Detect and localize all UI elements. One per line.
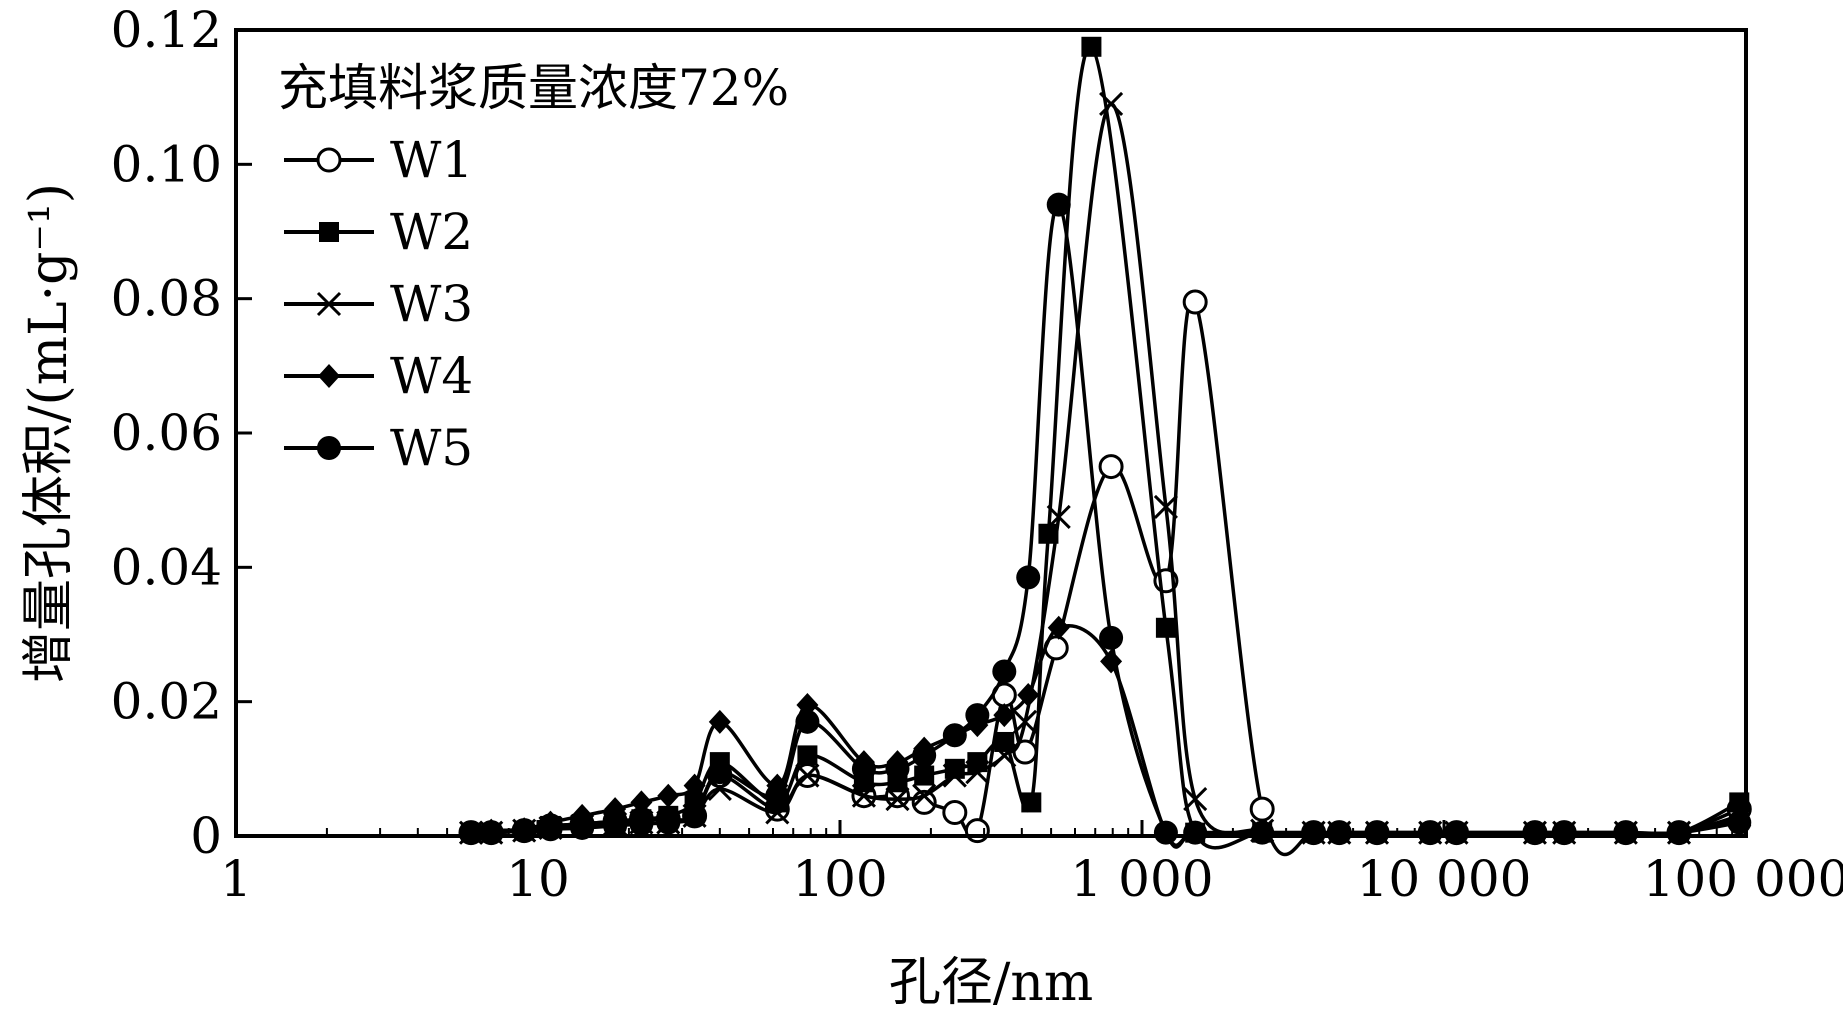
data-point	[603, 813, 628, 838]
data-point	[912, 743, 937, 768]
x-tick-label: 10 000	[1357, 850, 1532, 908]
legend-label-w1: W1	[390, 131, 473, 189]
series-line-w2	[470, 44, 1741, 850]
x-tick-label: 1 000	[1070, 850, 1213, 908]
y-axis-label: 增量孔体积/(mL·g⁻¹)	[19, 183, 79, 683]
data-point	[797, 745, 818, 766]
legend-marker-w3	[316, 291, 342, 317]
legend-label-w4: W4	[390, 347, 473, 405]
legend-label-w2: W2	[390, 203, 473, 261]
data-point	[1099, 625, 1124, 650]
data-point	[965, 760, 990, 785]
data-point	[682, 803, 707, 828]
data-point	[629, 811, 654, 836]
legend-marker-w4	[318, 364, 340, 388]
legend-title: 充填料浆质量浓度72%	[278, 59, 789, 117]
data-point	[765, 783, 790, 808]
data-point	[1552, 820, 1577, 845]
data-point	[1153, 494, 1178, 519]
data-point	[1182, 289, 1208, 315]
data-point	[1444, 820, 1469, 845]
data-point	[1099, 91, 1124, 116]
series-w2	[461, 36, 1750, 850]
data-point	[1016, 565, 1041, 590]
data-point	[992, 659, 1017, 684]
y-tick-label: 0	[190, 807, 222, 865]
ticks-layer: 0 0.02 0.04 0.06 0.08 0.10 0.12 1 10 100 1 000 10 0…	[111, 1, 1843, 908]
series-w4	[460, 615, 1751, 848]
data-point	[657, 783, 680, 808]
x-tick-label: 100	[792, 850, 887, 908]
data-point	[630, 790, 653, 815]
data-point	[942, 799, 968, 825]
data-point	[707, 760, 732, 785]
data-point	[656, 810, 681, 835]
y-tick-label: 0.12	[111, 1, 222, 59]
legend-marker-w1	[316, 147, 342, 173]
series-line-w1	[470, 296, 1740, 857]
x-tick-label: 100 000	[1643, 850, 1843, 908]
data-point	[795, 709, 820, 734]
legend-label-w3: W3	[390, 275, 473, 333]
data-point	[1047, 615, 1070, 640]
legend: 充填料浆质量浓度72% W1 W2 W3 W4 W5	[278, 59, 789, 477]
y-tick-label: 0.04	[111, 538, 222, 596]
data-point	[1081, 36, 1102, 57]
data-point	[994, 731, 1015, 752]
data-point	[992, 743, 1017, 768]
y-tick-label: 0.02	[111, 673, 222, 731]
y-tick-label: 0.08	[111, 270, 222, 328]
data-point	[604, 797, 627, 822]
data-point	[1183, 820, 1208, 845]
data-point	[885, 786, 910, 812]
data-point	[851, 783, 876, 808]
x-axis-label: 孔径/nm	[889, 953, 1093, 1013]
x-tick-label: 10	[506, 850, 570, 908]
series-w1	[458, 289, 1752, 857]
series-layer	[458, 36, 1752, 857]
data-point	[1155, 617, 1176, 638]
data-point	[885, 756, 910, 781]
data-point	[965, 703, 990, 728]
data-point	[708, 709, 731, 734]
data-point	[1021, 792, 1042, 813]
data-point	[1100, 649, 1123, 674]
data-point	[1046, 504, 1071, 530]
data-point	[795, 763, 820, 788]
data-point	[570, 815, 595, 840]
data-point	[942, 763, 967, 788]
y-tick-label: 0.10	[111, 135, 222, 193]
legend-marker-w5	[317, 436, 341, 460]
data-point	[796, 693, 819, 718]
data-point	[683, 773, 706, 798]
series-w5	[459, 192, 1752, 849]
y-tick-label: 0.06	[111, 404, 222, 462]
data-point	[1249, 796, 1275, 822]
data-point	[1183, 786, 1208, 812]
data-point	[1250, 820, 1275, 845]
series-line-w5	[470, 202, 1740, 849]
data-point	[1098, 454, 1124, 480]
data-point	[1017, 682, 1040, 707]
data-point	[914, 765, 935, 786]
data-point	[1038, 523, 1059, 544]
data-point	[1301, 820, 1326, 845]
data-point	[1153, 820, 1178, 845]
data-point	[942, 723, 967, 748]
data-point	[1327, 820, 1352, 845]
x-tick-label: 1	[220, 850, 252, 908]
data-point	[993, 703, 1016, 728]
data-point	[912, 783, 937, 808]
data-point	[851, 756, 876, 781]
data-point	[1046, 192, 1071, 217]
data-point	[1012, 709, 1038, 734]
legend-marker-w2	[319, 222, 339, 242]
legend-label-w5: W5	[390, 419, 473, 477]
